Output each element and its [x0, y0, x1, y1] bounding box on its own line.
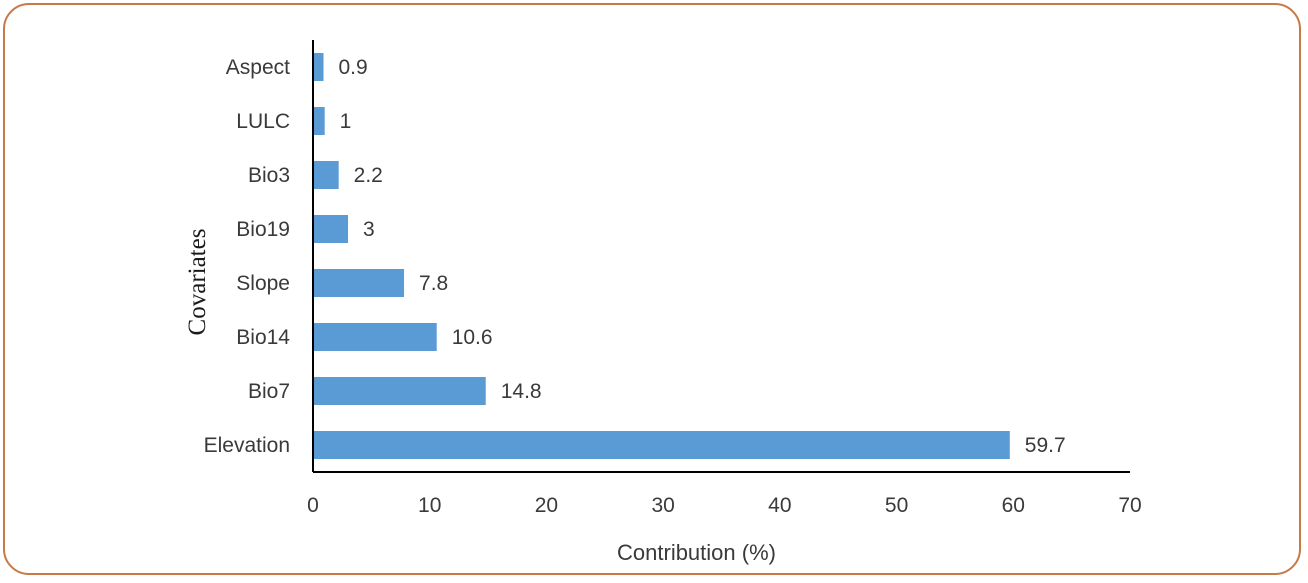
x-tick-label: 0: [307, 494, 319, 517]
bar-bio7: [313, 377, 486, 405]
value-label-bio7: 14.8: [501, 380, 542, 403]
x-tick-label: 40: [768, 494, 791, 517]
x-tick-label: 60: [1002, 494, 1025, 517]
x-tick-labels-group: 0 10 20 30 40 50 60 70: [307, 494, 1142, 517]
y-axis-title: Covariates: [184, 229, 211, 336]
category-label-bio19: Bio19: [236, 218, 290, 241]
bar-bio3: [313, 161, 339, 189]
category-label-bio7: Bio7: [248, 380, 290, 403]
value-label-aspect: 0.9: [339, 56, 368, 79]
bars-group: [313, 53, 1010, 459]
x-axis-title: Contribution (%): [617, 540, 776, 565]
value-label-elevation: 59.7: [1025, 434, 1066, 457]
category-labels-group: Elevation Bio7 Bio14 Slope Bio19 Bio3 LULC Aspe…: [204, 56, 291, 457]
x-tick-label: 20: [535, 494, 558, 517]
value-label-bio19: 3: [363, 218, 375, 241]
bar-bio14: [313, 323, 437, 351]
bar-elevation: [313, 431, 1010, 459]
bar-slope: [313, 269, 404, 297]
value-label-slope: 7.8: [419, 272, 448, 295]
x-tick-label: 50: [885, 494, 908, 517]
category-label-elevation: Elevation: [204, 434, 290, 457]
value-label-bio14: 10.6: [452, 326, 493, 349]
category-label-aspect: Aspect: [226, 56, 290, 79]
bar-bio19: [313, 215, 348, 243]
x-tick-label: 10: [418, 494, 441, 517]
value-label-lulc: 1: [340, 110, 352, 133]
value-label-bio3: 2.2: [354, 164, 383, 187]
bar-lulc: [313, 107, 325, 135]
x-tick-label: 30: [651, 494, 674, 517]
category-label-bio14: Bio14: [236, 326, 290, 349]
category-label-slope: Slope: [236, 272, 290, 295]
category-label-lulc: LULC: [236, 110, 290, 133]
category-label-bio3: Bio3: [248, 164, 290, 187]
bar-aspect: [313, 53, 324, 81]
x-tick-label: 70: [1118, 494, 1141, 517]
